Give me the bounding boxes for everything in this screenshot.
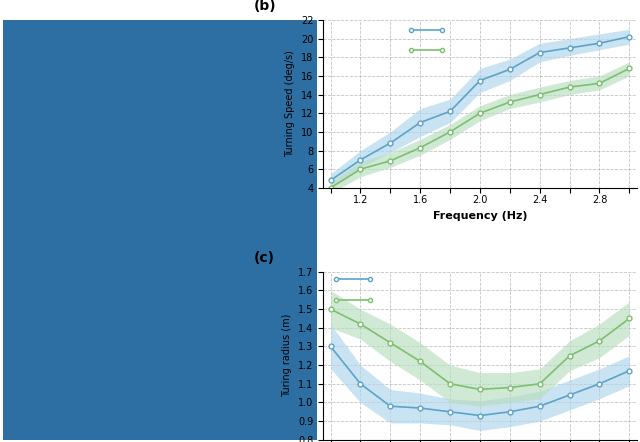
Y-axis label: Turning Speed (deg/s): Turning Speed (deg/s)	[285, 50, 295, 157]
Text: (b): (b)	[254, 0, 276, 13]
Text: (c): (c)	[254, 251, 275, 265]
X-axis label: Frequency (Hz): Frequency (Hz)	[433, 211, 527, 221]
Y-axis label: Turing radius (m): Turing radius (m)	[282, 314, 292, 397]
